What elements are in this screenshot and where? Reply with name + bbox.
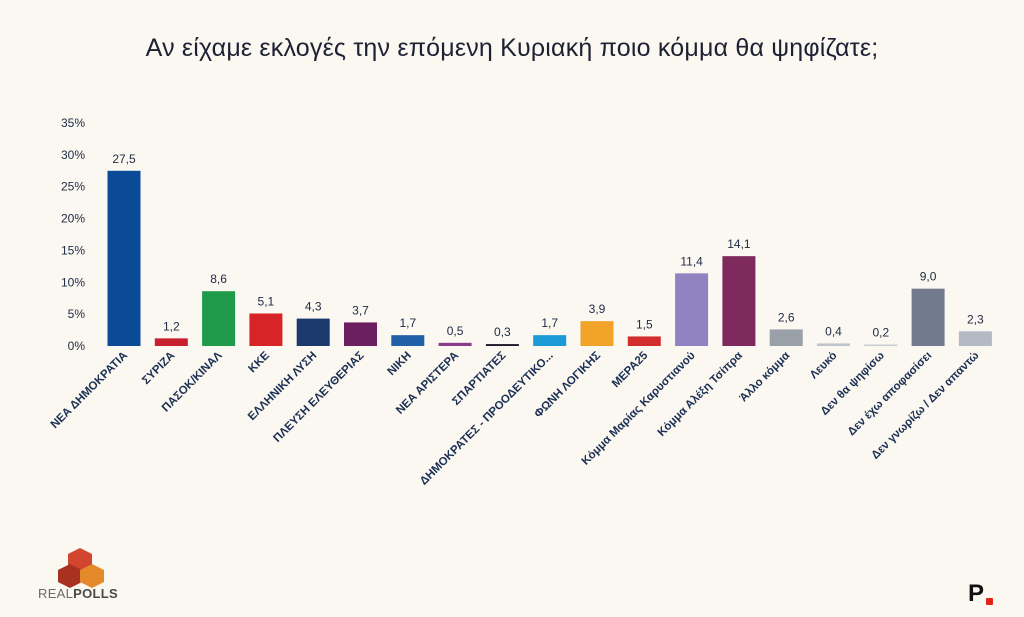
bar	[107, 170, 141, 346]
bar-value-label: 2,3	[967, 312, 984, 326]
bars	[107, 170, 992, 346]
x-tick-label: ΝΕΑ ΔΗΜΟΚΡΑΤΙΑ	[49, 350, 130, 431]
y-tick-label: 15%	[61, 243, 85, 257]
p-logo: P	[968, 580, 985, 607]
x-tick-label: Άλλο κόμμα	[738, 350, 793, 405]
y-axis: 0% 5% 10% 15% 20% 25% 30% 35%	[61, 116, 85, 353]
y-tick-label: 35%	[61, 116, 85, 130]
x-tick-label: ΚΚΕ	[246, 349, 272, 375]
bar	[911, 288, 945, 346]
bar-value-label: 0,2	[872, 326, 889, 340]
bar	[817, 343, 850, 346]
x-tick-label: ΠΛΕΥΣΗ ΕΛΕΥΘΕΡΙΑΣ	[271, 350, 366, 445]
bar-value-label: 14,1	[727, 237, 751, 251]
bar	[769, 329, 803, 346]
bar	[533, 335, 567, 346]
realpolls-logo-icon	[58, 548, 104, 588]
x-tick-label: Λευκό	[808, 350, 840, 382]
bar	[580, 321, 614, 346]
bar-value-label: 0,4	[825, 324, 842, 338]
bar-value-label: 0,5	[447, 324, 464, 338]
bar	[864, 344, 898, 346]
bar-value-label: 4,3	[305, 300, 322, 314]
y-tick-label: 25%	[61, 180, 85, 194]
realpolls-wordmark-a: REAL	[38, 586, 74, 601]
bar-value-label: 8,6	[210, 272, 227, 286]
y-tick-label: 10%	[61, 275, 85, 289]
bar	[296, 318, 330, 346]
bar	[958, 331, 992, 346]
bar-value-label: 0,3	[494, 325, 511, 339]
bar	[627, 336, 661, 346]
x-tick-label: Κόμμα Αλέξη Τσίπρα	[656, 350, 745, 439]
bar-value-label: 1,7	[541, 316, 558, 330]
bar-value-label: 2,6	[778, 310, 795, 324]
y-tick-label: 5%	[68, 307, 86, 321]
x-tick-label: Δεν έχω αποφασίσει	[846, 350, 935, 439]
bar	[344, 322, 377, 346]
realpolls-wordmark: REALPOLLS	[38, 586, 118, 601]
realpolls-wordmark-b: POLLS	[73, 586, 119, 601]
bar-value-label: 1,7	[399, 316, 416, 330]
bar	[391, 335, 425, 346]
value-labels: 27,5 1,2 8,6 5,1 4,3 3,7 1,7 0,5 0,3 1,7 3,9 1,5 11,…	[112, 152, 984, 340]
bar	[485, 344, 519, 346]
bar	[675, 273, 709, 346]
bar	[722, 256, 756, 346]
bar-value-label: 3,9	[589, 302, 606, 316]
bar	[249, 313, 283, 346]
bar-value-label: 9,0	[920, 270, 937, 284]
bar-value-label: 3,7	[352, 303, 369, 317]
bar	[202, 291, 236, 346]
x-tick-label: ΣΥΡΙΖΑ	[140, 350, 177, 387]
y-tick-label: 30%	[61, 148, 85, 162]
bar	[154, 338, 188, 346]
y-tick-label: 0%	[68, 339, 86, 353]
bar-value-label: 1,5	[636, 317, 653, 331]
bar-value-label: 27,5	[112, 152, 136, 166]
y-tick-label: 20%	[61, 212, 85, 226]
x-tick-label: ΝΙΚΗ	[386, 350, 414, 378]
chart-title: Αν είχαμε εκλογές την επόμενη Κυριακή πο…	[145, 34, 879, 62]
bar-value-label: 11,4	[680, 254, 703, 268]
x-tick-label: ΜΕΡΑ25	[610, 349, 651, 390]
bar	[438, 342, 472, 346]
bar-value-label: 5,1	[258, 295, 275, 309]
bar-value-label: 1,2	[163, 319, 180, 333]
p-logo-dot-icon	[986, 598, 993, 605]
